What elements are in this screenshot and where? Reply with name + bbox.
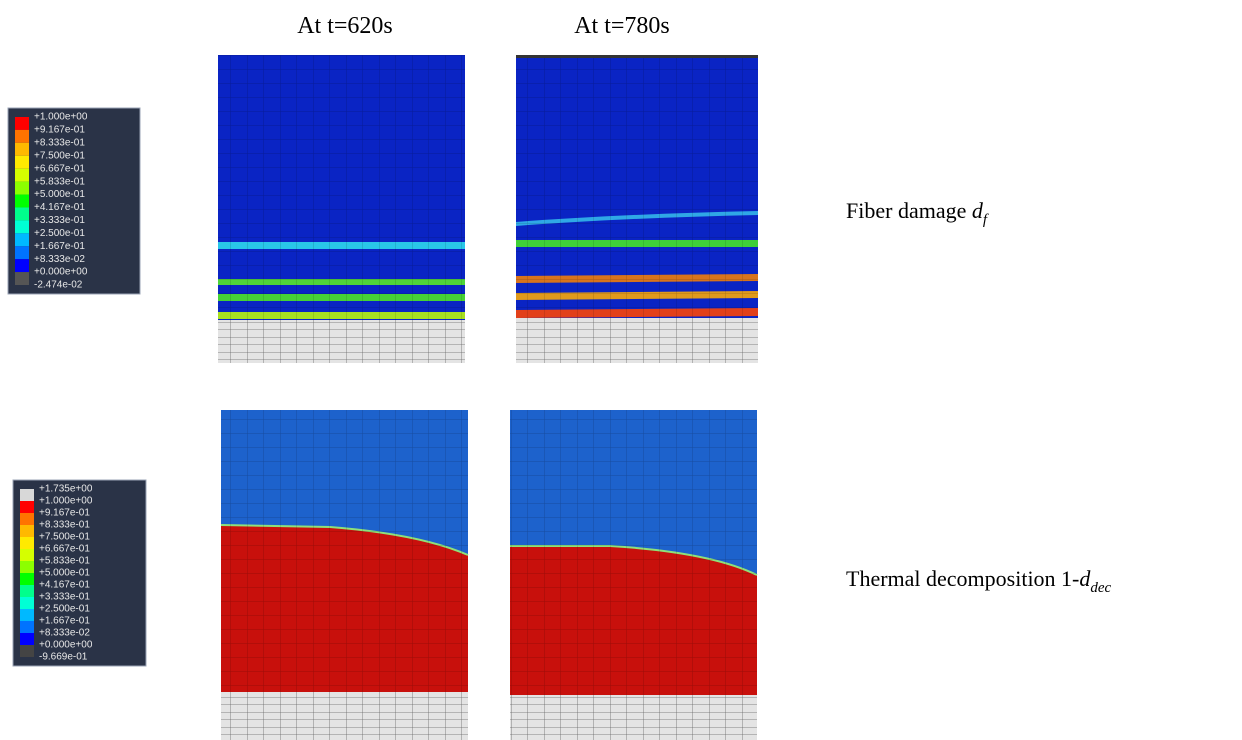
legend-swatch [20,597,34,609]
legend-swatch [20,621,34,633]
legend-swatch [20,501,34,513]
legend-swatch [20,561,34,573]
legend-swatch [15,195,29,208]
label-subscript: f [983,212,989,228]
figure: At t=620s At t=780s [0,0,1242,740]
legend-label: +5.000e-01 [34,189,85,200]
label-text: Thermal decomposition 1- [846,566,1079,591]
legend-swatch [15,169,29,182]
column-title: At t=620s [297,13,393,39]
label-text: Fiber damage [846,198,972,223]
legend-label: +8.333e-01 [34,137,85,148]
column-title: At t=780s [574,13,670,39]
legend-label: +1.667e-01 [39,616,90,627]
legend-swatch [20,645,34,657]
legend-label: +2.500e-01 [39,604,90,615]
legend-label: +3.333e-01 [34,215,85,226]
legend-label: +5.833e-01 [39,556,90,567]
legend-label: -2.474e-02 [34,280,83,291]
legend-label: -9.669e-01 [39,652,88,663]
legend-label: +8.333e-02 [34,254,85,265]
legend-swatch [15,207,29,220]
legend-label: +0.000e+00 [34,267,88,278]
color-legend: +1.735e+00+1.000e+00+9.167e-01+8.333e-01… [13,480,146,666]
legend-label: +7.500e-01 [34,150,85,161]
legend-swatch [15,220,29,233]
legend-label: +9.167e-01 [39,508,90,519]
row-label: Fiber damage df [846,198,989,228]
contour-plot [221,410,468,740]
row-label: Thermal decomposition 1-ddec [846,566,1112,596]
legend-label: +5.833e-01 [34,176,85,187]
legend-label: +8.333e-01 [39,520,90,531]
legend-swatch [20,489,34,501]
legend-swatch [20,633,34,645]
legend-swatch [20,609,34,621]
legend-label: +1.735e+00 [39,484,93,495]
contour-plot [218,55,465,363]
legend-swatch [15,272,29,285]
legend-swatch [15,233,29,246]
legend-label: +2.500e-01 [34,228,85,239]
legend-swatch [15,259,29,272]
legend-swatch [15,246,29,259]
legend-swatch [15,117,29,130]
legend-swatch [15,130,29,143]
legend-swatch [20,525,34,537]
legend-swatch [20,537,34,549]
legend-label: +8.333e-02 [39,628,90,639]
legend-swatch [15,156,29,169]
legend-swatch [20,573,34,585]
contour-plot [516,55,758,363]
legend-label: +1.000e+00 [34,112,88,123]
legend-label: +4.167e-01 [34,202,85,213]
legend-label: +9.167e-01 [34,125,85,136]
legend-swatch [20,585,34,597]
legend-label: +5.000e-01 [39,568,90,579]
contour-plot [510,410,757,740]
legend-label: +6.667e-01 [34,163,85,174]
legend-label: +7.500e-01 [39,532,90,543]
color-legend: +1.000e+00 +9.167e-01+8.333e-01 +7.500e-01… [8,108,140,294]
legend-label: +3.333e-01 [39,592,90,603]
legend-swatch [20,549,34,561]
legend-label: +0.000e+00 [39,640,93,651]
legend-label: +1.667e-01 [34,241,85,252]
legend-label: +1.000e+00 [39,496,93,507]
legend-swatch [20,513,34,525]
legend-label: +6.667e-01 [39,544,90,555]
label-subscript: dec [1090,580,1111,596]
legend-swatch [15,143,29,156]
legend-swatch [15,182,29,195]
legend-label: +4.167e-01 [39,580,90,591]
